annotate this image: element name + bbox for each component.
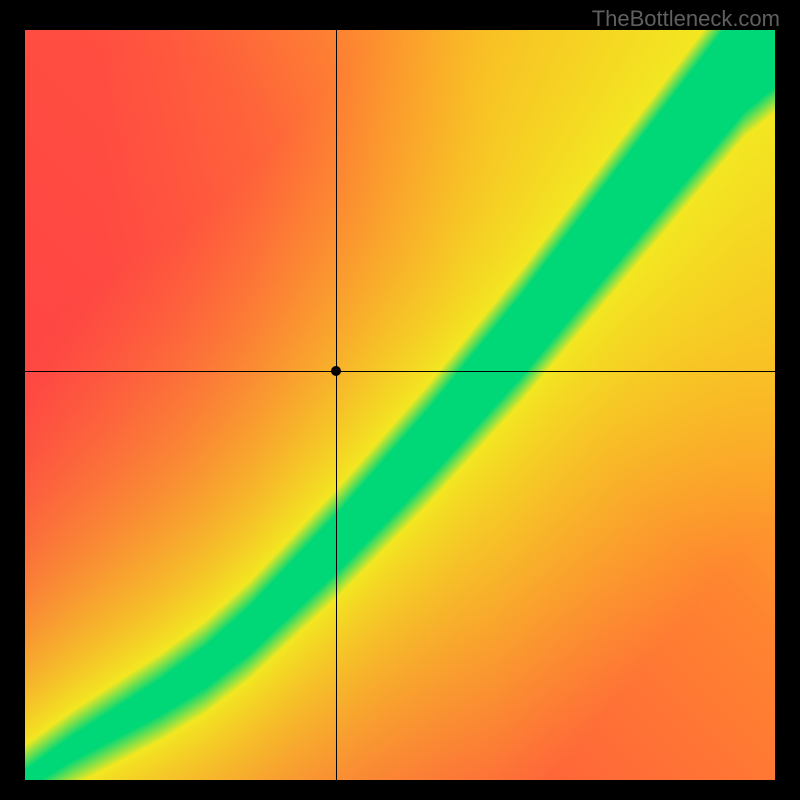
heatmap-canvas: [25, 30, 775, 780]
crosshair-horizontal: [25, 371, 775, 372]
crosshair-vertical: [336, 30, 337, 780]
plot-area: [25, 30, 775, 780]
chart-container: TheBottleneck.com: [0, 0, 800, 800]
watermark-text: TheBottleneck.com: [592, 6, 780, 32]
crosshair-marker: [331, 366, 341, 376]
